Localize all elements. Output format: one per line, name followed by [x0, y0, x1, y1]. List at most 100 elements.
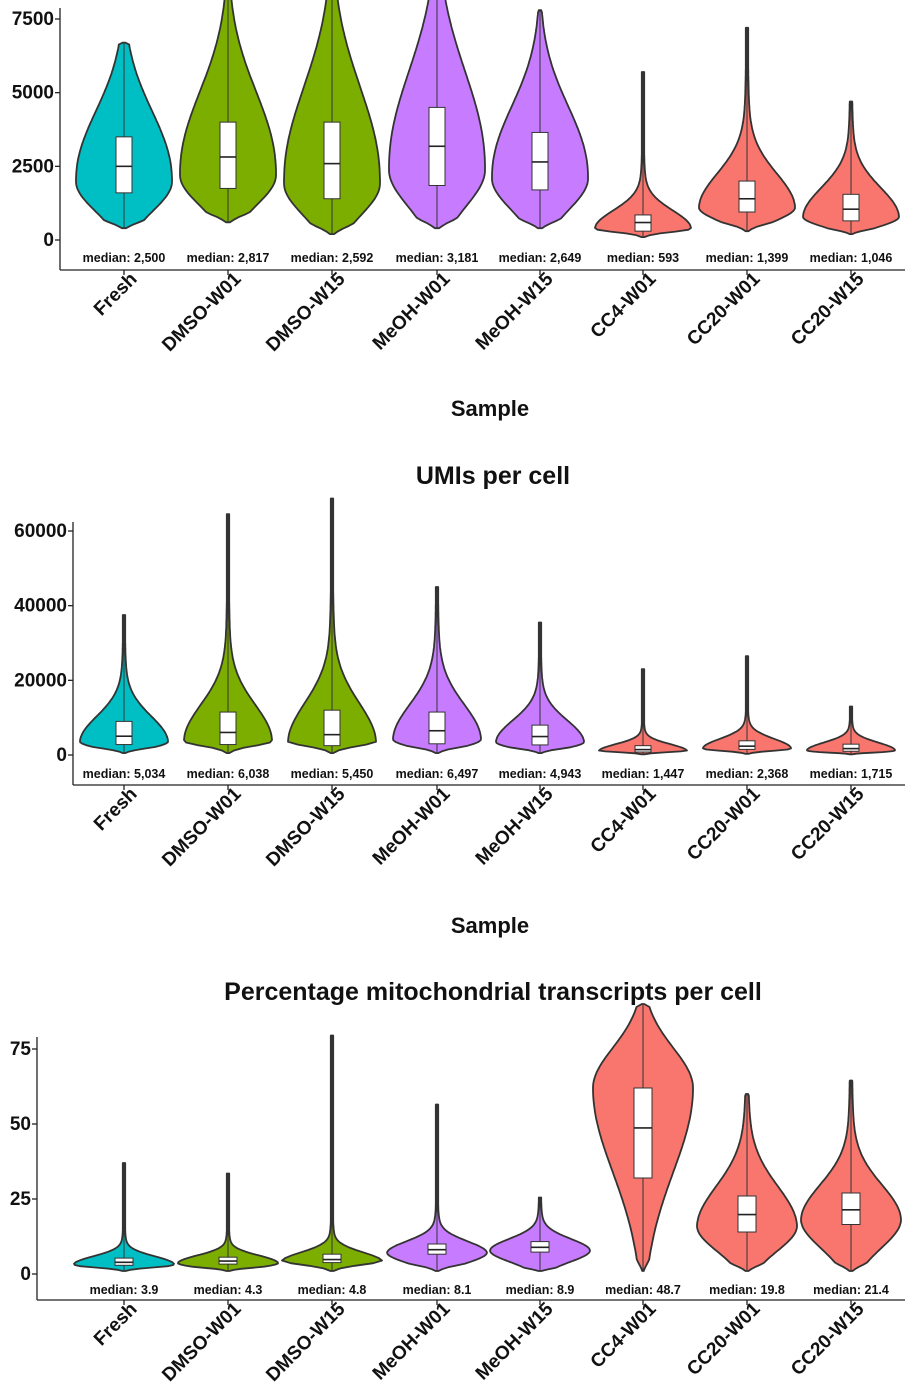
x-tick-label: DMSO-W15	[262, 1298, 350, 1386]
x-tick-label: MeOH-W15	[472, 1298, 558, 1384]
median-label: median: 593	[607, 251, 679, 265]
violin-cc20-w01	[702, 655, 792, 755]
x-tick-label: MeOH-W01	[369, 268, 455, 354]
median-label: median: 2,649	[499, 251, 582, 265]
x-tick-label: CC20-W01	[683, 268, 765, 350]
violin-dmso-w15	[287, 497, 377, 754]
box	[738, 740, 756, 750]
violin-meoh-w01	[388, 0, 486, 230]
median-label: median: 4.3	[194, 1283, 263, 1297]
median-label: median: 5,034	[83, 767, 166, 781]
x-tick-label: DMSO-W01	[158, 783, 246, 871]
box	[115, 136, 133, 194]
violin-cc20-w01	[696, 1093, 798, 1272]
x-tick-label: MeOH-W15	[472, 783, 558, 869]
y-tick-label: 0	[20, 1264, 31, 1285]
box	[738, 180, 756, 213]
box	[842, 193, 860, 222]
x-tick-label: CC20-W01	[683, 1298, 765, 1380]
x-axis-label: Sample	[451, 913, 529, 938]
median-label: median: 2,368	[706, 767, 789, 781]
x-tick-label: Fresh	[90, 1299, 141, 1350]
violin-meoh-w15	[491, 9, 589, 230]
median-label: median: 1,046	[810, 251, 893, 265]
box	[323, 709, 341, 747]
violin-cc4-w01	[594, 71, 692, 238]
y-tick-label: 40000	[14, 596, 67, 617]
x-tick-label: CC4-W01	[587, 783, 661, 857]
median-label: median: 19.8	[709, 1283, 785, 1297]
violin-dmso-w01	[183, 513, 273, 754]
chart-title: UMIs per cell	[416, 462, 570, 490]
box	[633, 1087, 653, 1179]
violin-cc20-w15	[800, 1079, 902, 1272]
y-tick-label: 7500	[12, 9, 54, 30]
chart-panel-3: Percentage mitochondrial transcripts per…	[10, 978, 905, 1386]
x-tick-label: Fresh	[90, 784, 141, 835]
median-label: median: 2,817	[187, 251, 270, 265]
violin-fresh	[75, 41, 173, 230]
x-tick-label: CC4-W01	[587, 1298, 661, 1372]
x-tick-label: CC4-W01	[587, 268, 661, 342]
violin-cc4-w01	[598, 668, 688, 756]
x-tick-label: CC20-W15	[787, 783, 869, 865]
chart-panel-1: 0 2500 5000 7500 median: 2,500 Fresh median: 2…	[12, 0, 905, 421]
violin-cc20-w01	[698, 26, 796, 233]
y-tick-label: 0	[56, 745, 67, 766]
y-tick-label: 75	[10, 1039, 32, 1060]
median-label: median: 2,592	[291, 251, 374, 265]
median-label: median: 4,943	[499, 767, 582, 781]
y-tick-label: 20000	[14, 670, 67, 691]
y-tick-label: 60000	[14, 521, 67, 542]
box	[219, 711, 237, 746]
violin-meoh-w15	[489, 1196, 591, 1272]
x-tick-label: DMSO-W01	[158, 1298, 246, 1386]
violin-meoh-w01	[386, 1103, 488, 1272]
x-tick-label: CC20-W15	[787, 1298, 869, 1380]
x-tick-label: DMSO-W01	[158, 268, 246, 356]
median-label: median: 2,500	[83, 251, 166, 265]
x-tick-label: Fresh	[90, 269, 141, 320]
median-label: median: 3.9	[90, 1283, 159, 1297]
median-label: median: 48.7	[605, 1283, 681, 1297]
x-tick-label: DMSO-W15	[262, 268, 350, 356]
x-tick-label: MeOH-W01	[369, 1298, 455, 1384]
violin-dmso-w15	[283, 0, 381, 235]
chart-title: Percentage mitochondrial transcripts per…	[224, 978, 762, 1006]
box	[841, 1192, 861, 1225]
median-label: median: 8.9	[506, 1283, 575, 1297]
violin-cc4-w01	[592, 1003, 694, 1272]
violin-cc20-w15	[802, 100, 900, 235]
box	[219, 121, 237, 189]
median-label: median: 6,497	[396, 767, 479, 781]
x-tick-label: DMSO-W15	[262, 783, 350, 871]
x-tick-label: MeOH-W01	[369, 783, 455, 869]
violin-fresh	[79, 614, 169, 754]
y-tick-label: 0	[43, 230, 54, 251]
x-tick-label: CC20-W01	[683, 783, 765, 865]
median-label: median: 1,715	[810, 767, 893, 781]
median-label: median: 3,181	[396, 251, 479, 265]
box	[531, 724, 549, 746]
chart-panel-2: UMIs per cell 0 20000 40000 60000 median: 5,0…	[14, 462, 905, 938]
violin-cc20-w15	[806, 705, 896, 756]
x-axis-label: Sample	[451, 396, 529, 421]
y-tick-label: 2500	[12, 156, 54, 177]
box	[323, 121, 341, 200]
violin-meoh-w15	[495, 621, 585, 754]
box	[115, 720, 133, 746]
y-tick-label: 50	[10, 1114, 31, 1135]
violin-dmso-w15	[281, 1034, 383, 1272]
y-tick-label: 25	[10, 1189, 32, 1210]
violin-fresh	[73, 1162, 175, 1272]
violin-dmso-w01	[179, 0, 277, 224]
median-label: median: 5,450	[291, 767, 374, 781]
median-label: median: 1,447	[602, 767, 685, 781]
x-tick-label: MeOH-W15	[472, 268, 558, 354]
median-label: median: 8.1	[403, 1283, 472, 1297]
median-label: median: 1,399	[706, 251, 789, 265]
median-label: median: 6,038	[187, 767, 270, 781]
x-tick-label: CC20-W15	[787, 268, 869, 350]
box	[428, 711, 446, 745]
